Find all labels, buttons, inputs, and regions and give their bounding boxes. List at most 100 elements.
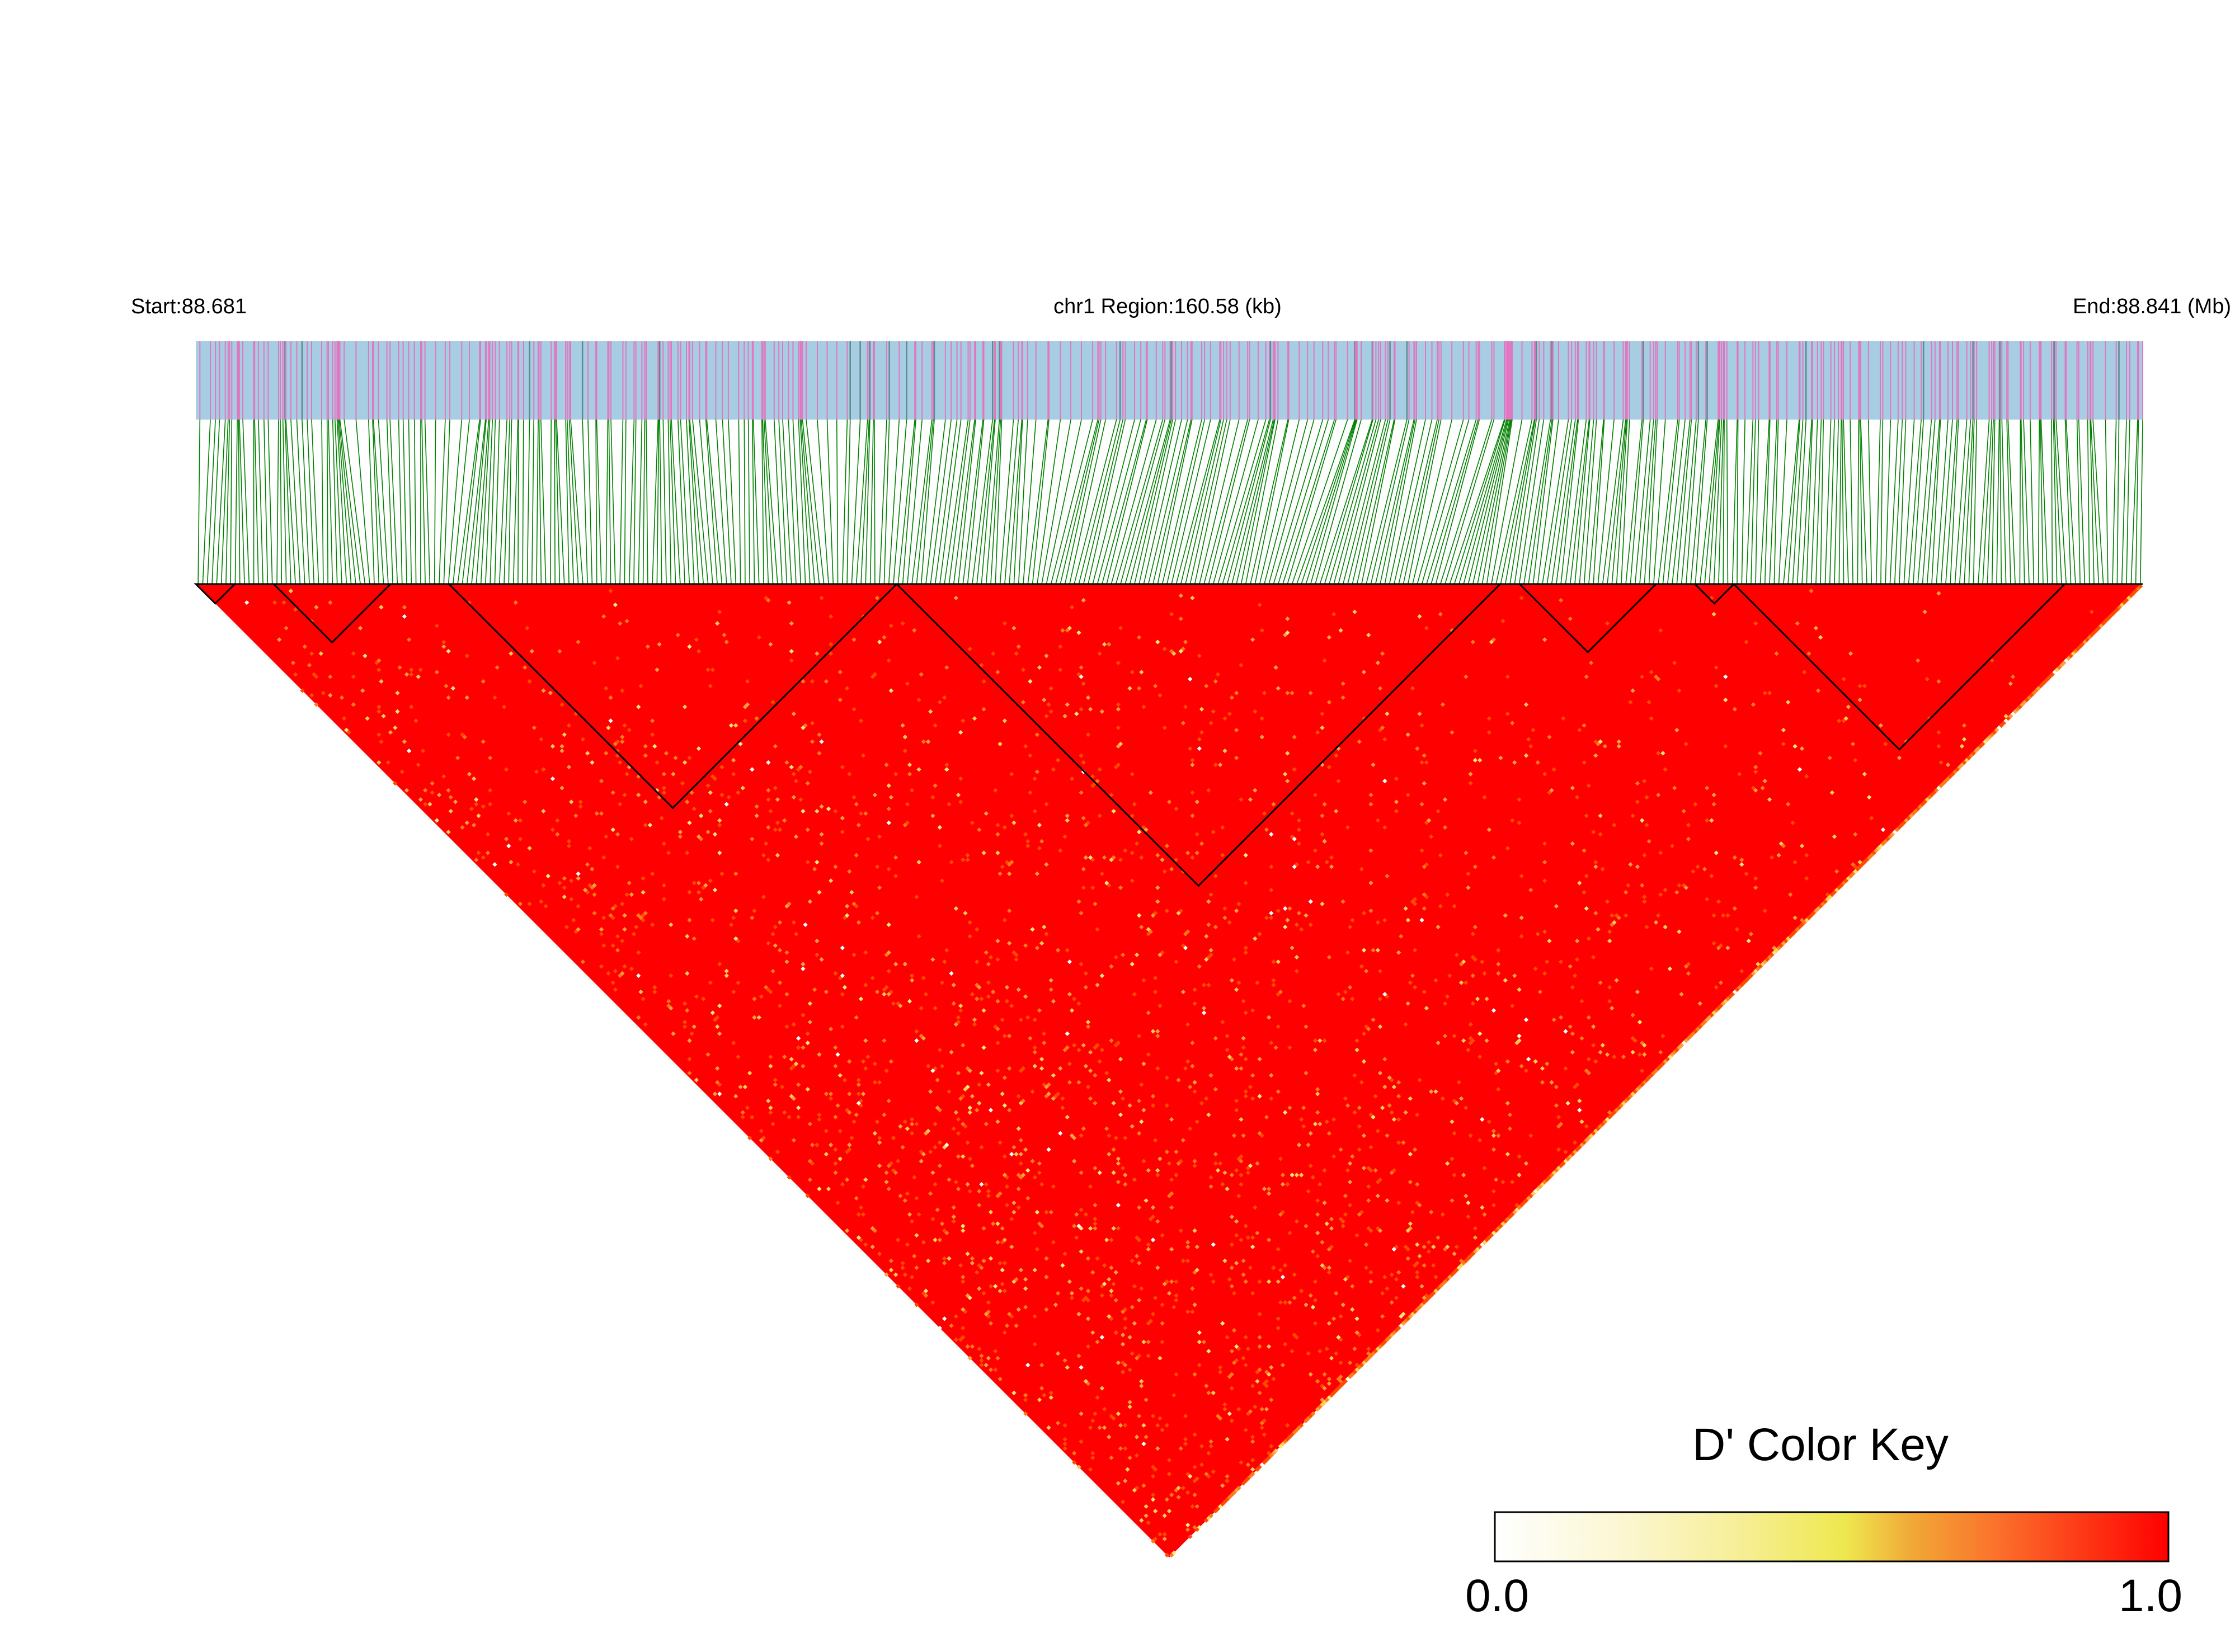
ld-cell [1044,1256,1049,1261]
ld-cell [826,806,831,811]
snp-connector-line [677,419,685,585]
ld-cell [953,1337,958,1342]
ld-cell [1190,1041,1195,1046]
ld-cell [1280,1363,1286,1368]
ld-cell [381,714,386,719]
ld-cell [870,915,875,920]
ld-cell [905,681,910,686]
ld-cell [1127,686,1132,691]
ld-cell [1452,1251,1457,1256]
ld-cell [1686,971,1691,976]
ld-cell [731,1041,736,1046]
ld-cell [759,1128,764,1133]
ld-cell [1348,1179,1353,1184]
ld-cell [1218,1365,1223,1370]
ld-cell [1385,873,1390,879]
ld-cell [1004,1323,1010,1328]
ld-cell [995,670,1000,675]
ld-cell [1458,1258,1464,1263]
ld-cell [1158,1356,1163,1361]
ld-cell [618,973,623,978]
ld-cell [1723,743,1728,749]
snp-connector-line [1528,419,1552,585]
ld-cell [1640,818,1645,823]
ld-cell [870,1226,875,1231]
ld-cell [1494,1177,1499,1182]
ld-cell [784,959,789,964]
ld-cell [402,739,407,744]
ld-cell [773,1077,778,1082]
ld-cell [1099,709,1104,714]
ld-cell [745,702,750,707]
ld-cell [1660,751,1665,756]
ld-cell [1517,820,1522,825]
snp-connector-line [888,419,900,585]
ld-cell [1004,1175,1010,1180]
ld-cell [1598,739,1603,744]
ld-cell [2133,589,2138,594]
ld-cell [1345,825,1351,830]
ld-cell [1458,1096,1464,1101]
ld-cell [1408,1179,1413,1184]
ld-cell [1255,980,1260,985]
ld-cell [1267,1344,1272,1349]
ld-cell [1640,674,1645,679]
snp-connector-line [239,419,245,585]
ld-cell [293,607,298,612]
ld-cell [801,725,806,730]
snp-connector-line [225,419,230,585]
snp-connector-line [1240,419,1276,585]
ld-cell [1044,1084,1049,1090]
ld-cell [1081,1126,1086,1131]
ld-cell [1183,639,1188,644]
ld-cell [1204,1518,1209,1523]
snp-connector-line [1658,419,1678,585]
ld-cell [1458,980,1464,985]
ld-cell [691,881,697,886]
ld-cell [1083,1063,1088,1069]
ld-cell [1116,660,1121,665]
ld-cell [787,901,792,906]
ld-cell [912,1254,917,1259]
ld-cell [1218,1369,1223,1375]
ld-cell [1575,795,1580,800]
ld-cell [937,1140,942,1145]
ld-cell [829,1142,834,1147]
ld-cell [1343,1212,1348,1217]
ld-cell [815,808,820,814]
ld-cell [647,822,653,827]
ld-cell [1415,1307,1420,1312]
ld-cell [418,797,423,802]
snp-connector-line [1083,419,1123,585]
snp-connector-line [216,419,226,585]
ld-cell [1869,816,1874,821]
ld-cell [1158,693,1163,698]
ld-cell [993,788,998,793]
ld-cell [1296,818,1302,823]
ld-cell [1748,931,1753,936]
ld-cell [896,1001,901,1006]
ld-cell [1090,774,1095,779]
ld-cell [833,1170,838,1175]
ld-cell [1329,1244,1334,1249]
ld-cell [1267,1191,1272,1196]
ld-cell [731,915,736,920]
ld-cell [1116,702,1121,707]
snp-connector-line [608,419,611,585]
ld-triangle [194,583,2143,1557]
snp-connector-line [995,419,1003,585]
ld-cell [888,1268,893,1273]
ld-cell [882,987,887,992]
ld-cell [377,760,382,765]
snp-connector-line [536,419,539,585]
ld-cell [1137,1033,1142,1038]
ld-cell [1088,1096,1093,1101]
ld-cell [1672,785,1677,790]
snp-connector-line [688,419,699,585]
ld-cell [1166,1193,1172,1198]
ld-cell [728,723,734,728]
ld-cell [1343,1379,1348,1384]
ld-cell [1023,832,1028,837]
ld-cell [1478,1055,1483,1060]
ld-cell [576,871,581,876]
